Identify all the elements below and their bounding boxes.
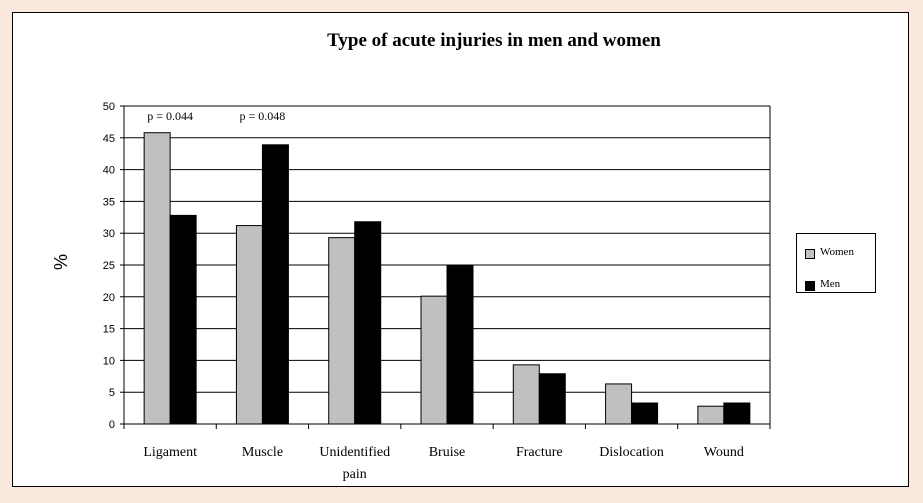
bar-women [235,225,263,425]
chart-frame: Type of acute injuries in men and women … [12,12,909,487]
bar-chart: Type of acute injuries in men and women … [51,30,771,482]
bar-men [631,402,659,425]
bar-women [697,405,725,425]
y-tick-label: 50 [103,101,115,113]
x-tick-label: Fracture [516,445,563,460]
y-tick-label: 15 [103,324,115,336]
y-tick-label: 30 [103,228,115,240]
legend-swatch-women [805,249,815,259]
x-tick-label: Unidentified [319,445,390,460]
axes [123,106,771,429]
y-tick-labels: 0 5 10 15 20 25 30 35 40 45 50 [103,101,115,431]
y-tick-label: 45 [103,133,115,145]
y-tick-label: 5 [109,387,115,399]
bar-women [328,237,356,425]
chart-title: Type of acute injuries in men and women [327,30,661,51]
x-tick-label: Wound [704,445,744,460]
x-tick-labels: Ligament Muscle Unidentified pain Bruise Frac… [143,445,744,482]
bar-women [143,132,171,425]
bar-men [723,402,751,425]
x-tick-label: pain [343,467,367,482]
p-value-annotation: p = 0.044 [147,109,193,123]
x-tick-label: Ligament [143,445,197,460]
x-tick-label: Dislocation [599,445,664,460]
bar-women [605,383,633,425]
y-tick-label: 10 [103,355,115,367]
legend-label-men: Men [820,278,841,290]
y-tick-label: 20 [103,292,115,304]
annotations: p = 0.044 p = 0.048 [147,109,285,123]
y-tick-label: 40 [103,165,115,177]
bar-men [446,264,474,425]
bar-women [420,295,448,425]
bar-women [512,364,540,425]
x-tick-label: Muscle [242,445,283,460]
legend-label-women: Women [820,246,854,258]
bar-men [538,373,566,425]
bar-men [354,221,382,425]
x-tick-label: Bruise [429,445,466,460]
legend: Women Men [796,233,876,293]
y-axis-label: % [51,254,71,270]
bars [143,132,751,425]
y-tick-label: 0 [109,419,115,431]
y-tick-label: 25 [103,260,115,272]
bar-men [169,214,197,425]
y-tick-label: 35 [103,196,115,208]
legend-swatch-men [805,281,815,291]
p-value-annotation: p = 0.048 [240,109,286,123]
bar-men [261,144,289,425]
